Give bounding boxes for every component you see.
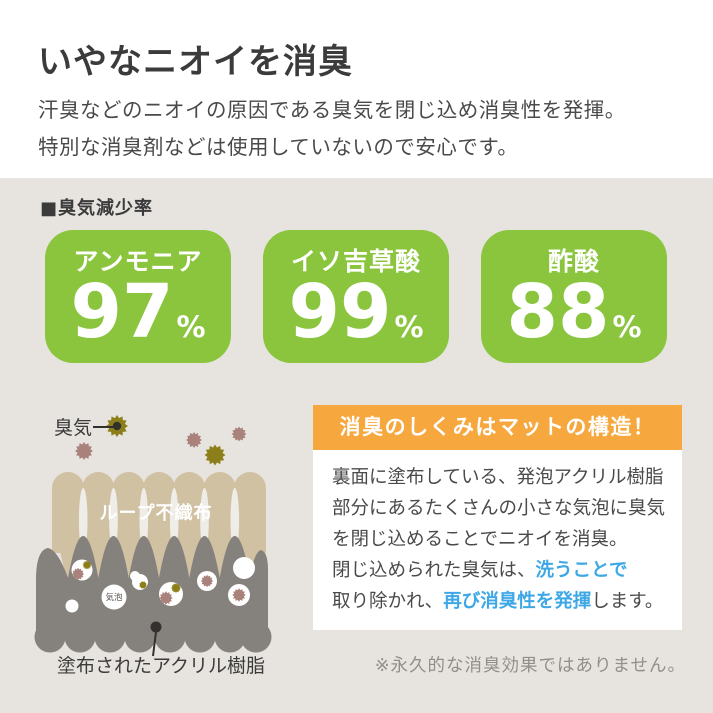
reduction-stats: アンモニア 97 % イソ吉草酸 99 % 酢酸 88 % [45,230,667,363]
stat-number: 88 [506,269,610,355]
resin-pointer-dot [150,621,162,633]
resin-label: 塗布されたアクリル樹脂 [57,654,265,677]
reduction-rate-heading: ■臭気減少率 [40,198,154,219]
highlight-washing: 洗うことで [535,560,628,581]
stat-card-acetic-acid: 酢酸 88 % [481,230,667,363]
footnote: ※永久的な消臭効果ではありません。 [374,656,686,676]
mat-structure-diagram: 臭気 [34,415,272,677]
stat-label: イソ吉草酸 [290,247,421,276]
loop-fabric-label: ループ不織布 [100,502,213,524]
mechanism-line-5-end: します。 [591,591,664,612]
stat-label: アンモニア [73,247,203,276]
description-line-2: 特別な消臭剤などは使用していないので安心です。 [38,135,519,159]
stat-unit: % [394,310,424,344]
stat-label: 酢酸 [547,247,600,276]
mechanism-heading: 消臭のしくみはマットの構造！ [313,405,682,450]
deodorization-panel: ■臭気減少率 アンモニア 97 % イソ吉草酸 99 % 酢酸 88 [0,178,713,713]
stat-value: 99 % [263,275,449,349]
mechanism-description: 裏面に塗布している、発泡アクリル樹脂 部分にあるたくさんの小さな気泡に臭気 を閉じ込… [332,462,682,617]
stat-number: 97 [70,269,174,355]
stat-card-isovaleric-acid: イソ吉草酸 99 % [263,230,449,363]
acrylic-resin-shape [34,536,272,653]
air-bubble-label: 気泡 [105,592,123,603]
odor-particles-icon [75,415,247,466]
hero-section: いやなニオイを消臭 汗臭などのニオイの原因である臭気を閉じ込め消臭性を発揮。 特別… [0,0,713,178]
stat-unit: % [176,310,206,344]
mechanism-line-2: 部分にあるたくさんの小さな気泡に臭気 [332,498,666,519]
odor-label: 臭気 [54,417,92,439]
page-description: 汗臭などのニオイの原因である臭気を閉じ込め消臭性を発揮。 特別な消臭剤などは使用し… [38,92,626,166]
air-bubbles [65,557,255,613]
mechanism-body: 裏面に塗布している、発泡アクリル樹脂 部分にあるたくさんの小さな気泡に臭気 を閉じ込… [313,450,682,630]
loop-slits [78,488,240,552]
stat-unit: % [612,310,642,344]
mechanism-line-3: を閉じ込めることでニオイを消臭。 [332,529,628,550]
page-title: いやなニオイを消臭 [38,42,353,82]
stat-value: 88 % [481,275,667,349]
stat-value: 97 % [45,275,231,349]
mechanism-explainer: 消臭のしくみはマットの構造！ 裏面に塗布している、発泡アクリル樹脂 部分にあるたく… [313,405,682,630]
stat-card-ammonia: アンモニア 97 % [45,230,231,363]
description-line-1: 汗臭などのニオイの原因である臭気を閉じ込め消臭性を発揮。 [38,98,626,122]
mechanism-line-4: 閉じ込められた臭気は、 [332,560,536,581]
resin-pointer-line [152,631,157,657]
mechanism-line-5: 取り除かれ、 [332,591,444,612]
odor-pointer-dot [112,421,122,431]
mechanism-line-1: 裏面に塗布している、発泡アクリル樹脂 [332,467,664,488]
stat-number: 99 [288,269,392,355]
highlight-restore: 再び消臭性を発揮 [443,591,592,612]
